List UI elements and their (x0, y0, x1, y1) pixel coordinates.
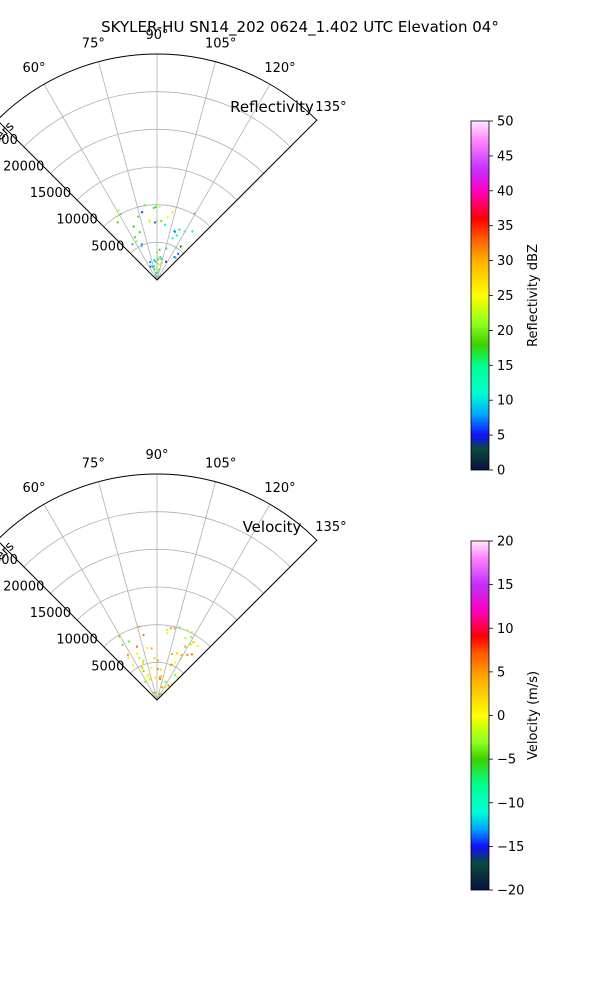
colorbar-tick-label: 5 (497, 665, 505, 680)
azimuth-tick-label: 120° (264, 481, 295, 496)
sector-frame (0, 53, 318, 281)
colorbar-tick-label: 15 (497, 578, 514, 593)
colorbar-tick-label: 20 (497, 535, 514, 550)
colorbar-tick-label: 25 (497, 289, 514, 304)
azimuth-tick-label: 60° (22, 61, 45, 76)
sector-frame (0, 473, 318, 701)
range-tick-label: 20000 (3, 579, 44, 594)
range-tick-label: 5000 (91, 659, 124, 674)
velocity-panel: 500010000150002000025000Meters60°75°90°1… (0, 448, 541, 899)
colorbar-tick-label: −5 (497, 753, 516, 768)
colorbar-tick-label: 5 (497, 429, 505, 444)
reflectivity-panel: 500010000150002000025000Meters60°75°90°1… (0, 28, 541, 479)
azimuth-tick-label: 135° (315, 520, 346, 535)
azimuth-tick-label: 135° (315, 100, 346, 115)
azimuth-spoke (156, 61, 216, 281)
colorbar-tick-label: −10 (497, 796, 524, 811)
colorbar-tick-label: 40 (497, 184, 514, 199)
colorbar-label: Velocity (m/s) (526, 671, 541, 760)
colorbar-tick-label: 50 (497, 115, 514, 130)
azimuth-spoke (156, 504, 271, 701)
range-tick-label: 10000 (56, 633, 97, 648)
azimuth-tick-label: 75° (82, 36, 105, 51)
azimuth-tick-label: 120° (264, 61, 295, 76)
radar-echo-field (118, 625, 317, 700)
colorbar-tick-label: −15 (497, 840, 524, 855)
panel-title: Velocity (243, 518, 302, 536)
colorbar-tick-label: −20 (497, 884, 524, 899)
range-tick-label: 15000 (30, 606, 71, 621)
colorbar-tick-label: 35 (497, 219, 514, 234)
azimuth-tick-label: 105° (205, 456, 236, 471)
azimuth-spoke (43, 504, 158, 701)
range-tick-label: 25000 (0, 553, 18, 568)
range-tick-label: 5000 (91, 239, 124, 254)
range-tick-label: 10000 (56, 213, 97, 228)
colorbar (470, 120, 490, 471)
figure-title: SKYLER-HU SN14_202 0624_1.402 UTC Elevat… (101, 18, 499, 37)
colorbar-tick-label: 0 (497, 709, 505, 724)
azimuth-tick-label: 60° (22, 481, 45, 496)
azimuth-tick-label: 90° (145, 28, 168, 43)
azimuth-tick-label: 75° (82, 456, 105, 471)
colorbar (470, 540, 490, 891)
panel-title: Reflectivity (230, 98, 314, 116)
radar-echo-field (116, 203, 317, 280)
azimuth-spoke (98, 481, 158, 701)
range-tick-label: 15000 (30, 186, 71, 201)
colorbar-label: Reflectivity dBZ (526, 244, 541, 347)
colorbar-tick-label: 10 (497, 394, 514, 409)
colorbar-tick-label: 45 (497, 149, 514, 164)
azimuth-spoke (43, 84, 158, 281)
azimuth-spoke (156, 84, 271, 281)
azimuth-tick-label: 105° (205, 36, 236, 51)
colorbar-tick-label: 20 (497, 324, 514, 339)
colorbar-tick-label: 30 (497, 254, 514, 269)
colorbar-tick-label: 15 (497, 359, 514, 374)
range-tick-label: 20000 (3, 159, 44, 174)
range-tick-label: 25000 (0, 133, 18, 148)
azimuth-spoke (98, 61, 158, 281)
azimuth-tick-label: 90° (145, 448, 168, 463)
colorbar-tick-label: 10 (497, 622, 514, 637)
colorbar-tick-label: 0 (497, 464, 505, 479)
azimuth-spoke (156, 481, 216, 701)
